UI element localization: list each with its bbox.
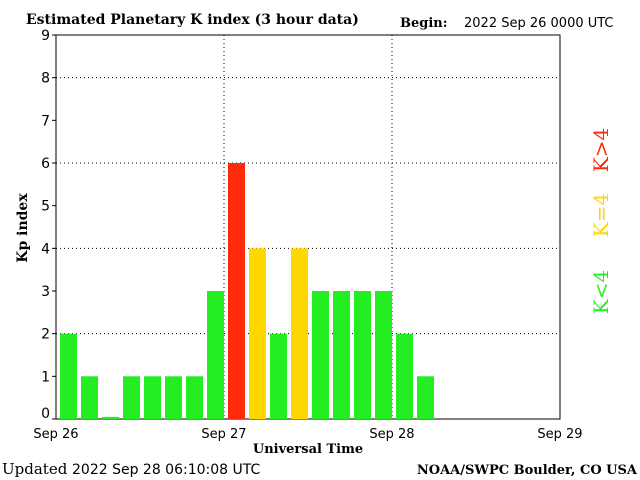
kp-bar — [312, 291, 329, 419]
kp-bar — [123, 376, 140, 419]
kp-bar — [81, 376, 98, 419]
kp-bar — [60, 333, 77, 419]
kp-bar — [333, 291, 350, 419]
x-tick-labels: Sep 26 Sep 27 Sep 28 Sep 29 — [33, 427, 582, 442]
kp-bar — [417, 376, 434, 419]
begin-value: 2022 Sep 26 0000 UTC — [464, 16, 614, 31]
legend-k-less-4: K<4 — [589, 270, 613, 314]
kp-bar — [396, 333, 413, 419]
source-credit: NOAA/SWPC Boulder, CO USA — [417, 463, 638, 478]
x-tick-label: Sep 29 — [537, 427, 582, 442]
chart-title: Estimated Planetary K index (3 hour data… — [26, 12, 359, 28]
y-tick-label: 2 — [41, 327, 50, 343]
y-tick-label: 0 — [41, 406, 50, 422]
begin-label: Begin: — [400, 16, 448, 31]
kp-bar — [270, 333, 287, 419]
y-tick-label: 1 — [41, 369, 50, 385]
y-tick-label: 3 — [41, 284, 50, 300]
y-tick-label: 7 — [41, 113, 50, 129]
kp-bar — [375, 291, 392, 419]
y-tick-label: 6 — [41, 156, 50, 172]
y-tick-label: 4 — [41, 241, 50, 257]
updated-label: Updated — [2, 460, 68, 478]
kp-bar — [144, 376, 161, 419]
y-axis-label: Kp index — [15, 193, 31, 263]
kp-bar — [291, 248, 308, 419]
kp-bar — [207, 291, 224, 419]
x-tick-label: Sep 27 — [201, 427, 246, 442]
legend-k-equal-4: K=4 — [589, 193, 613, 237]
x-tick-label: Sep 28 — [369, 427, 414, 442]
kp-bar — [102, 416, 119, 419]
y-tick-label: 5 — [41, 199, 50, 215]
kp-bar — [354, 291, 371, 419]
y-tick-labels: 0 1 2 3 4 5 6 7 8 9 — [41, 28, 56, 422]
y-tick-label: 9 — [41, 28, 50, 44]
legend-k-greater-4: K>4 — [589, 128, 613, 172]
x-axis-label: Universal Time — [253, 442, 363, 457]
kp-bar — [165, 376, 182, 419]
bars — [60, 163, 434, 419]
x-tick-label: Sep 26 — [33, 427, 78, 442]
kp-bar — [186, 376, 203, 419]
kp-bar — [228, 163, 245, 419]
y-tick-label: 8 — [41, 71, 50, 87]
kp-bar — [249, 248, 266, 419]
updated-value: 2022 Sep 28 06:10:08 UTC — [72, 462, 260, 478]
